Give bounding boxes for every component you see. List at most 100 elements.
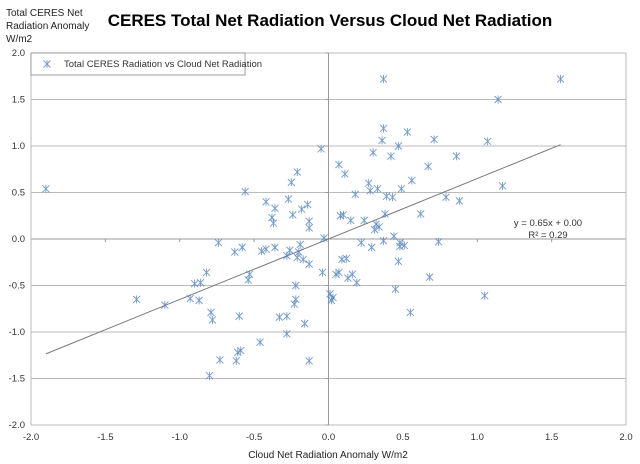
data-point [351,190,360,199]
y-axis-title-line-1: Total CERES Net [6,8,83,19]
data-point [364,179,373,188]
data-point [452,152,461,161]
data-point [379,124,388,133]
data-point [379,236,388,245]
y-axis-title-line-2: Radiation Anomaly [6,21,89,32]
legend: Total CERES Radiation vs Cloud Net Radia… [30,52,262,76]
x-tick-label: 1.5 [545,432,558,443]
data-point [275,313,284,322]
data-point [195,296,203,305]
data-point [339,210,348,219]
data-point [425,273,434,282]
data-point [397,184,406,193]
data-point [305,223,313,232]
y-tick-label: 1.0 [12,141,25,152]
data-point [235,312,244,321]
data-point [293,168,302,177]
data-point [132,295,141,304]
data-point [348,270,357,279]
data-point [287,178,296,187]
x-tick-label: 2.0 [619,432,632,443]
data-point [498,181,507,190]
data-point [236,346,245,355]
data-point [42,184,50,193]
data-point [326,289,334,298]
data-point [367,243,376,252]
data-point [283,329,291,338]
data-point [299,255,308,264]
data-point [196,278,205,287]
legend-marker [43,60,51,68]
data-point [455,196,464,205]
data-point [407,176,416,185]
data-point [269,219,278,228]
data-point [344,274,352,283]
x-tick-label: -1.0 [172,432,188,443]
data-point [305,356,313,365]
data-point [262,197,270,206]
data-point [294,248,303,257]
data-point [297,205,306,214]
data-point [214,238,223,247]
data-point [230,248,239,257]
data-point [394,142,403,150]
x-tick-label: 0.0 [322,432,335,443]
data-point [245,270,254,279]
data-point [291,281,300,290]
data-point [442,193,450,202]
data-point [284,195,293,204]
data-point [430,135,438,144]
data-point [342,254,351,263]
data-point [207,308,215,317]
data-point [288,210,297,219]
data-point [186,294,194,303]
data-point [335,268,343,277]
y-tick-label: -0.5 [9,281,25,292]
data-point [303,200,312,209]
y-tick-label: 0.0 [12,234,25,245]
data-point [390,232,398,241]
x-tick-label: -0.5 [246,432,262,443]
data-point [388,193,397,202]
data-point [262,245,270,254]
y-tick-label: 0.5 [12,188,25,199]
data-point [271,243,279,252]
data-point [202,268,211,277]
data-point [216,355,224,364]
data-point [283,312,291,321]
data-point [396,238,404,247]
data-point [360,216,369,225]
data-point [352,278,361,287]
data-point [286,246,294,255]
data-point [256,338,264,347]
data-point [373,184,382,193]
data-point [366,186,374,195]
y-tick-label: 1.5 [12,95,25,106]
data-point [329,293,337,302]
data-point [317,144,325,153]
data-point [341,169,349,178]
data-point [370,225,379,234]
data-point [434,237,443,246]
y-tick-label: 2.0 [12,48,25,59]
tick-labels: 2.0 1.5 1.0 0.5 0.0 -0.5 -1.0 -1.5 -2.0-2.0 -1.5 -… [9,48,633,443]
data-point [205,371,214,380]
data-point [244,275,252,284]
data-point [494,95,502,104]
data-point [403,128,412,137]
data-point [480,291,489,300]
data-point [387,152,395,161]
data-point [291,295,300,304]
x-tick-label: -2.0 [23,432,39,443]
data-point [400,241,409,250]
data-point [257,247,266,256]
data-point [346,216,355,225]
legend-box [30,52,246,76]
chart-title: CERES Total Net Radiation Versus Cloud N… [108,11,553,30]
data-point [382,192,391,201]
data-point [483,137,492,146]
x-axis-title: Cloud Net Radiation Anomaly W/m2 [248,450,408,461]
y-tick-label: -1.5 [9,374,25,385]
y-axis-title-line-3: W/m2 [6,34,33,45]
x-tick-label: 1.0 [471,432,484,443]
